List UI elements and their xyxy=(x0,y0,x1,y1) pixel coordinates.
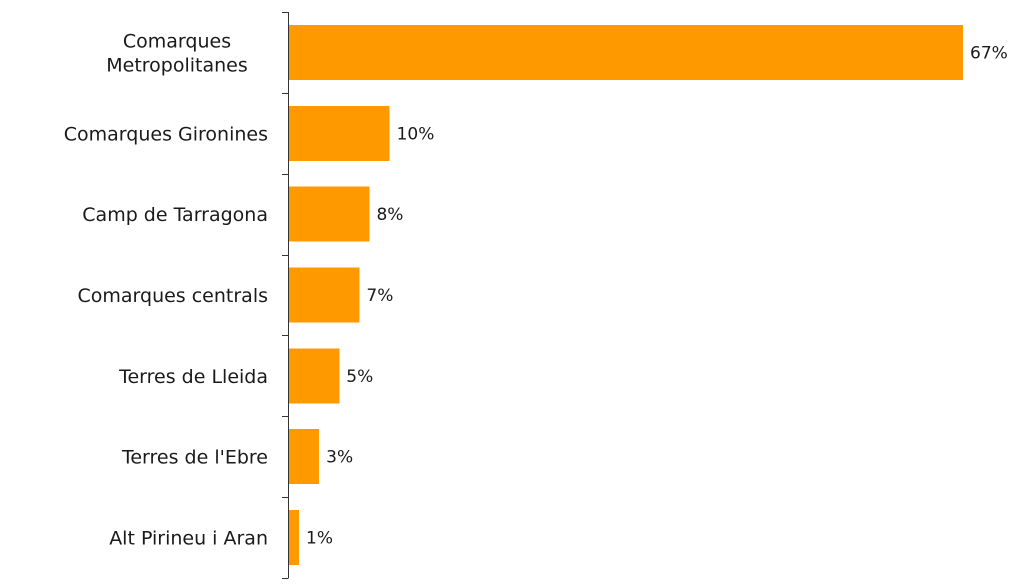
category-label-5: Terres de l'Ebre xyxy=(121,447,268,469)
data-label-5: 3% xyxy=(326,448,353,468)
data-label-6: 1% xyxy=(306,529,333,549)
bar-0 xyxy=(289,24,963,80)
category-label-3: Comarques centrals xyxy=(77,285,268,307)
data-label-4: 5% xyxy=(346,367,373,387)
category-label-1: Comarques Gironines xyxy=(64,123,268,145)
labels-group: 67% Comarques Metropolitanes 10% Comarques G… xyxy=(64,30,1008,549)
category-label-6: Alt Pirineu i Aran xyxy=(109,528,268,550)
category-label-0: Comarques Metropolitanes xyxy=(106,30,248,76)
bar-1 xyxy=(289,105,390,161)
bar-2 xyxy=(289,186,370,242)
data-label-1: 10% xyxy=(397,124,435,144)
bar-3 xyxy=(289,267,360,323)
category-label-2: Camp de Tarragona xyxy=(82,204,268,226)
bar-6 xyxy=(289,510,300,566)
category-label-4: Terres de Lleida xyxy=(118,366,268,388)
bars-group xyxy=(289,24,963,566)
data-label-0: 67% xyxy=(970,43,1008,63)
category-axis xyxy=(282,12,289,579)
bar-5 xyxy=(289,429,320,485)
data-label-2: 8% xyxy=(376,205,403,225)
data-label-3: 7% xyxy=(366,286,393,306)
bar-4 xyxy=(289,348,340,404)
